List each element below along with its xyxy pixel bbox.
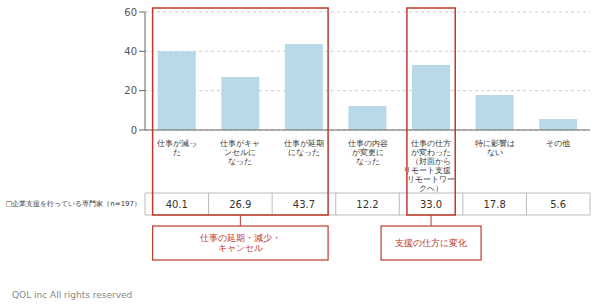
svg-text:26.9: 26.9: [229, 199, 251, 210]
svg-text:17.8: 17.8: [484, 199, 506, 210]
svg-text:60: 60: [124, 7, 137, 18]
svg-text:33.0: 33.0: [420, 199, 442, 210]
svg-text:43.7: 43.7: [293, 199, 315, 210]
svg-text:仕事の延期・減少・キャンセル: 仕事の延期・減少・キャンセル: [200, 233, 281, 253]
svg-text:QOL inc All rights reserved: QOL inc All rights reserved: [12, 290, 132, 300]
svg-text:その他: その他: [546, 139, 570, 148]
svg-text:12.2: 12.2: [356, 199, 378, 210]
svg-text:仕事が延期になった: 仕事が延期になった: [284, 139, 324, 157]
svg-text:支援の仕方に変化: 支援の仕方に変化: [395, 238, 467, 248]
svg-text:仕事の内容が変更になった: 仕事の内容が変更になった: [348, 139, 388, 166]
svg-text:仕事がキャンセルになった: 仕事がキャンセルになった: [220, 139, 260, 166]
svg-text:5.6: 5.6: [550, 199, 566, 210]
svg-text:特に影響はない: 特に影響はない: [475, 139, 515, 157]
svg-text:仕事の仕方が変わった（対面からリモート支援・リモートワークへ: 仕事の仕方が変わった（対面からリモート支援・リモートワークへ）: [403, 139, 459, 193]
svg-text:仕事が減った: 仕事が減った: [157, 139, 197, 157]
svg-text:40.1: 40.1: [166, 199, 188, 210]
svg-text:40: 40: [124, 46, 137, 57]
svg-text:0: 0: [131, 125, 137, 136]
svg-text:□企業支援を行っている専門家（n=197）: □企業支援を行っている専門家（n=197）: [8, 200, 141, 208]
svg-text:20: 20: [124, 85, 137, 96]
